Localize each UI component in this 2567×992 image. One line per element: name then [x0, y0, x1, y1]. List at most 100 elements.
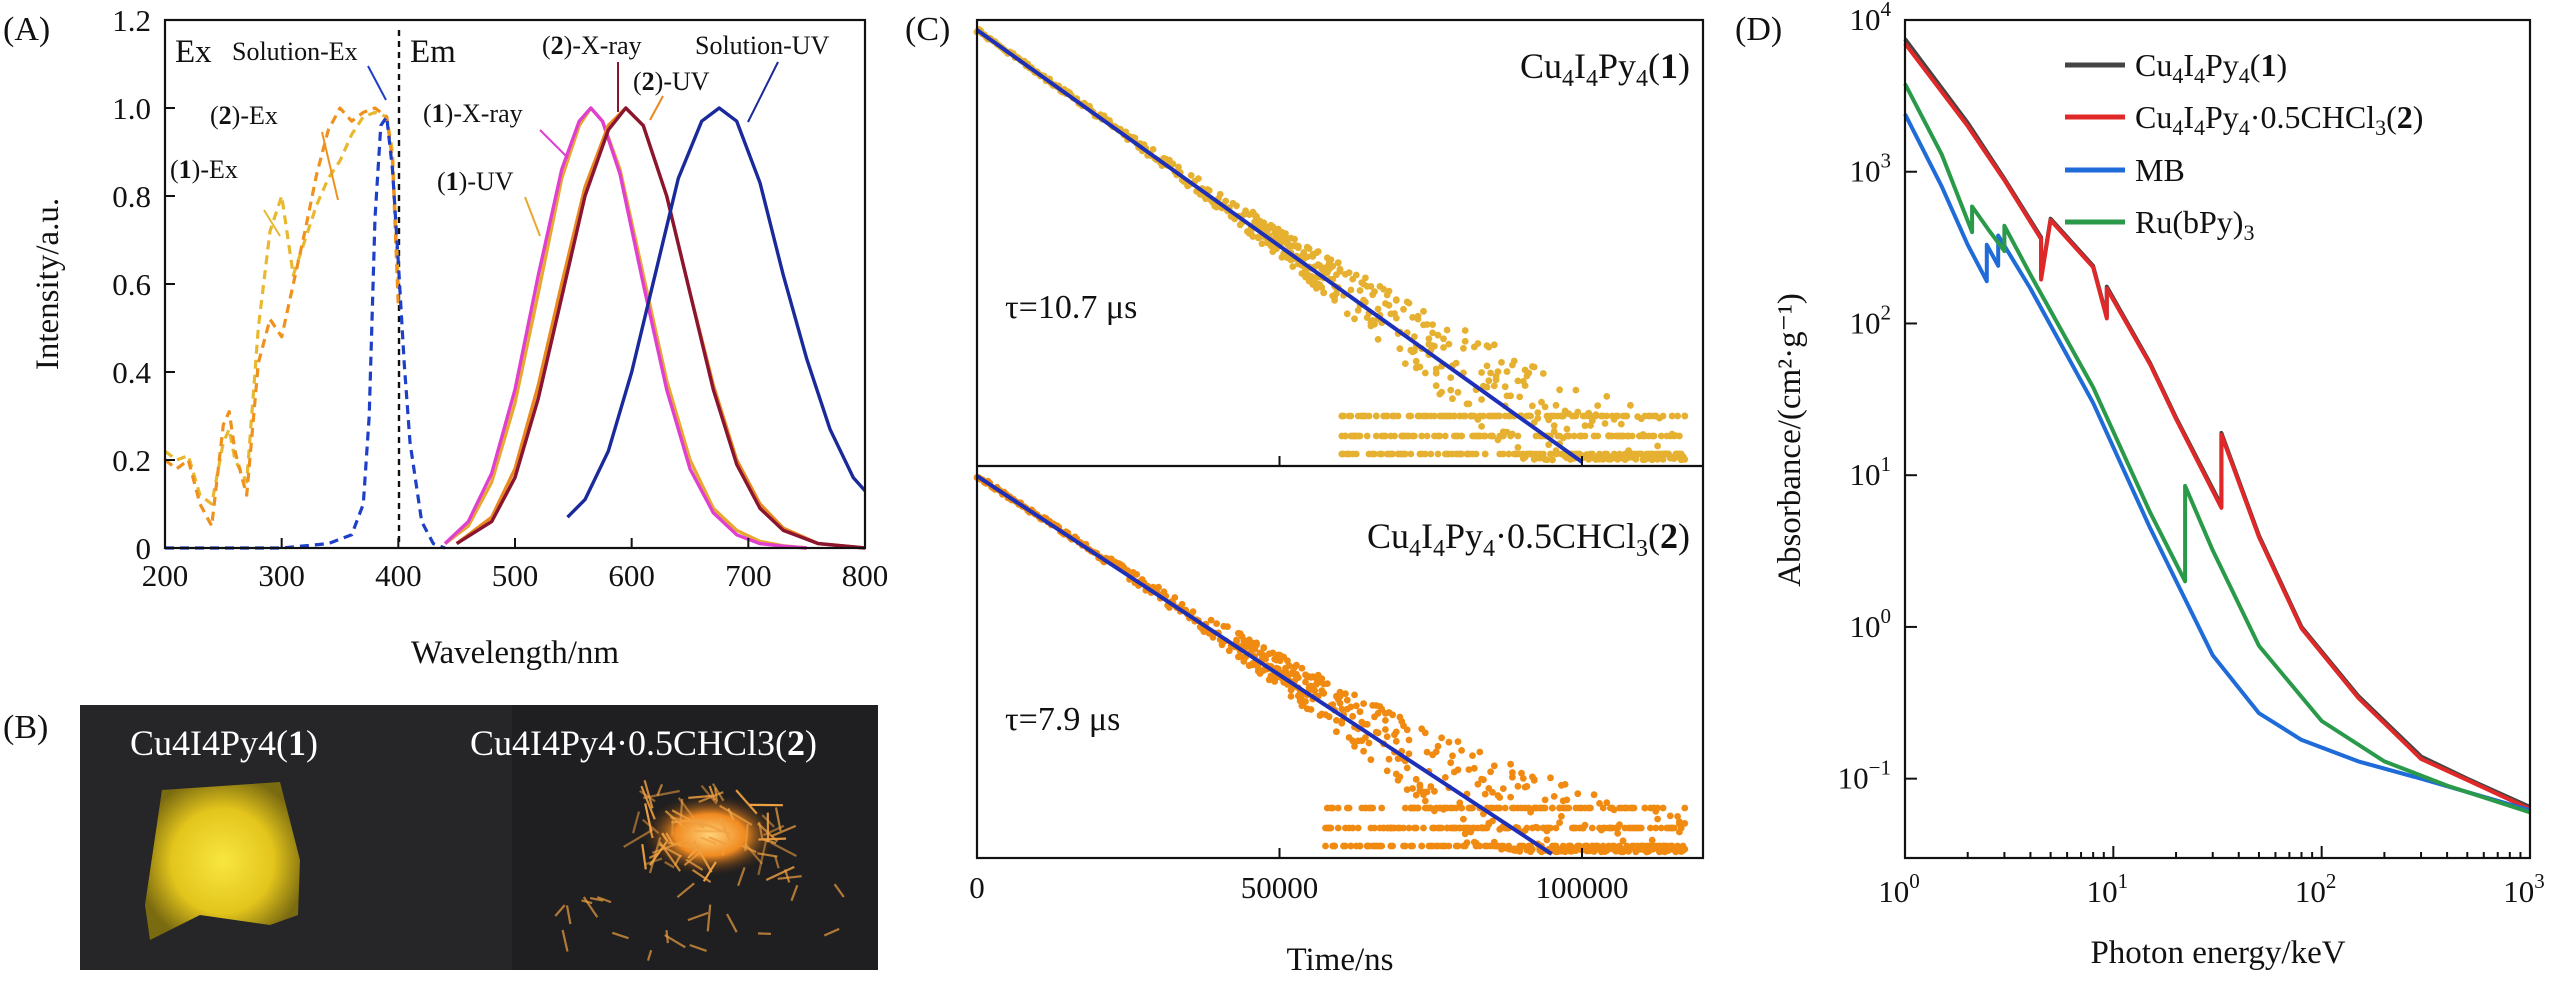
panel-a-ytick-label: 1.0 — [112, 91, 151, 126]
decay-point — [1505, 450, 1513, 458]
decay-point — [1249, 233, 1257, 240]
decay-point — [1549, 456, 1556, 464]
decay-point — [1331, 842, 1338, 850]
decay-point — [1195, 175, 1202, 183]
crystal-needle — [757, 932, 771, 935]
decay-point — [1596, 800, 1603, 807]
decay-point — [1460, 345, 1467, 352]
decay-point — [1481, 450, 1489, 458]
decay-point — [1616, 821, 1623, 828]
decay-point — [1405, 824, 1413, 832]
decay-point — [1563, 425, 1571, 433]
crystal-needle — [640, 785, 656, 820]
decay-point — [1421, 729, 1429, 737]
decay-point — [1416, 363, 1424, 371]
decay-point — [1563, 796, 1571, 804]
decay-point — [1432, 369, 1440, 377]
decay-point — [1599, 804, 1607, 812]
decay-point — [1496, 804, 1504, 812]
decay-point — [1650, 432, 1658, 440]
decay-point — [1371, 824, 1378, 832]
decay-point — [1509, 769, 1516, 776]
panel-a-ytick-label: 0 — [136, 531, 152, 566]
decay-point — [1345, 804, 1353, 812]
decay-point — [1657, 432, 1665, 440]
decay-point — [1352, 450, 1360, 458]
decay-point — [1489, 788, 1496, 796]
decay-point — [1674, 842, 1681, 850]
decay-point — [1336, 699, 1344, 707]
decay-point — [1305, 245, 1313, 253]
decay-point — [1654, 804, 1661, 812]
decay-point — [1539, 370, 1547, 377]
decay-point — [1541, 804, 1549, 812]
anno-1-uv: (1)-UV — [437, 167, 514, 196]
decay-point — [1365, 739, 1373, 747]
decay-point — [1458, 432, 1465, 440]
crystal-needle — [761, 814, 775, 828]
decay-point — [1294, 674, 1302, 681]
panel-d-ticks: 100 101 102 103 10−1 100 101 102 103 104 — [1838, 0, 2545, 909]
crystal-needle — [688, 794, 714, 799]
decay-point — [1487, 768, 1494, 776]
decay-point — [1383, 412, 1391, 420]
panel-a-ticks: 200 300 400 500 600 700 800 0 0.2 0.4 0.6 0.8 1.0 1.2 — [112, 3, 888, 593]
decay-point — [1169, 160, 1177, 168]
decay-point — [1677, 824, 1685, 832]
decay-point — [1489, 432, 1496, 440]
decay-point — [1603, 412, 1611, 420]
decay-point — [1365, 412, 1373, 420]
decay-point — [1465, 400, 1473, 408]
decay-point — [1378, 842, 1386, 850]
decay-point — [1427, 783, 1435, 790]
panel-a-ytick-label: 0.2 — [112, 443, 151, 478]
decay-point — [1601, 420, 1609, 427]
crystal-needle — [648, 837, 662, 874]
crystal-needle — [554, 904, 566, 917]
decay-point — [1478, 423, 1485, 430]
decay-point — [1412, 791, 1420, 799]
crystal-needle — [658, 841, 682, 872]
decay-point — [1311, 687, 1318, 694]
decay-point — [1445, 842, 1453, 850]
decay-point — [1401, 842, 1409, 850]
crystal-needle — [679, 798, 684, 825]
decay-point — [1590, 791, 1598, 799]
decay-point — [1175, 163, 1182, 171]
panel-c-bottom-title: Cu4I4Py4·0.5CHCl3(2) — [1367, 516, 1690, 562]
decay-point — [1461, 337, 1469, 345]
decay-point — [1463, 839, 1471, 847]
decay-point — [1574, 408, 1582, 416]
decay-point — [1456, 799, 1464, 807]
panel-c-ticks: 0 50000 100000 — [969, 456, 1629, 905]
decay-point — [1302, 678, 1309, 686]
panel-b-sample-2-caption: Cu4I4Py4·0.5CHCl3(2) — [470, 723, 817, 763]
crystal-needle — [708, 836, 729, 847]
crystal-needle — [589, 897, 604, 902]
decay-point — [1572, 386, 1580, 394]
decay-point — [1401, 360, 1409, 367]
decay-point — [1351, 315, 1358, 323]
decay-point — [1394, 412, 1402, 420]
decay-point — [1405, 299, 1413, 307]
decay-point — [1362, 274, 1369, 282]
decay-point — [1474, 780, 1482, 788]
decay-point — [1187, 172, 1195, 179]
crystal-needle — [719, 817, 731, 842]
decay-point — [1637, 450, 1645, 458]
decay-point — [1454, 388, 1462, 396]
crystal-needle — [611, 931, 629, 940]
decay-point — [1501, 383, 1509, 391]
decay-point — [1258, 240, 1266, 248]
crystal-needle — [757, 852, 778, 858]
decay-point — [1367, 283, 1375, 290]
crystal-needle — [667, 841, 696, 850]
decay-point — [1372, 432, 1380, 440]
panel-d-frame — [1903, 18, 2532, 860]
decay-point — [1516, 847, 1524, 855]
panel-a-series-3 — [165, 115, 446, 550]
decay-point — [1483, 383, 1491, 391]
anno-solution-uv: Solution-UV — [695, 31, 830, 60]
decay-point — [1412, 357, 1420, 365]
decay-point — [1318, 284, 1326, 291]
